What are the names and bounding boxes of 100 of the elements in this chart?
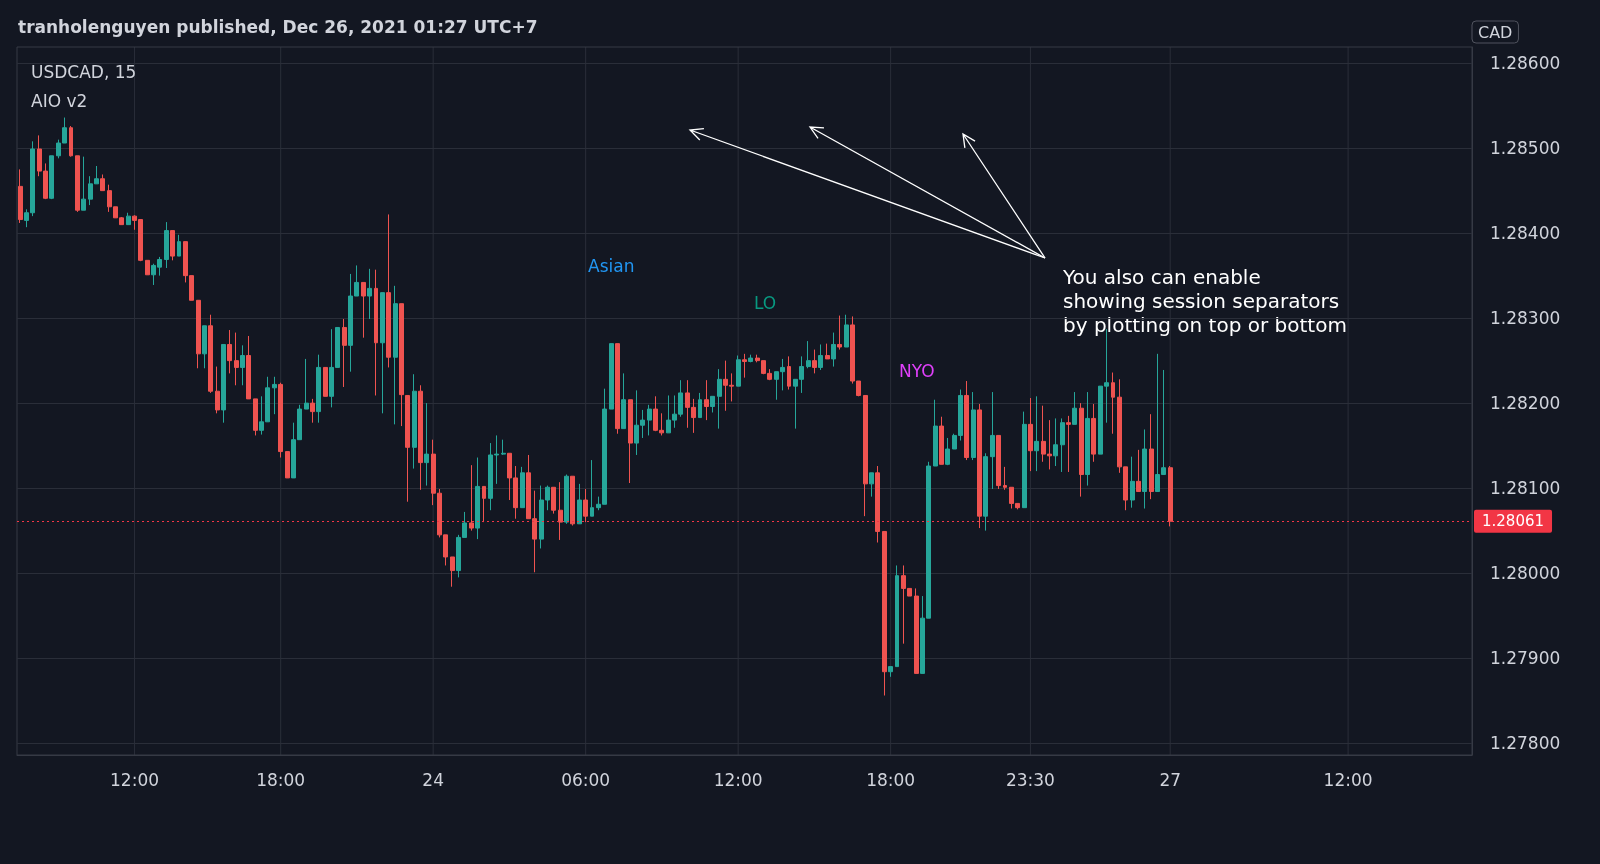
- candlestick: [647, 404, 652, 436]
- candlestick: [18, 168, 23, 224]
- candlestick: [1136, 449, 1141, 493]
- candlestick: [215, 366, 220, 414]
- candlestick: [81, 156, 86, 211]
- candlestick: [977, 403, 982, 529]
- candlestick: [520, 466, 525, 509]
- candlestick: [806, 340, 811, 369]
- candlestick: [450, 556, 455, 588]
- candlestick: [475, 457, 480, 540]
- candlestick: [405, 394, 410, 503]
- candlestick: [558, 481, 563, 541]
- candlestick: [278, 382, 283, 459]
- candlestick: [748, 354, 753, 363]
- candlestick: [717, 368, 722, 430]
- y-tick-label: 1.27800: [1490, 733, 1561, 754]
- candlestick: [145, 259, 150, 276]
- candlestick: [164, 221, 169, 269]
- candlestick: [996, 434, 1001, 490]
- candlestick: [196, 299, 201, 369]
- y-tick-label: 1.28600: [1490, 53, 1561, 74]
- candlestick: [1060, 417, 1065, 473]
- y-tick-label: 1.28000: [1490, 563, 1561, 584]
- candlestick: [424, 402, 429, 487]
- candlestick: [1149, 413, 1154, 500]
- candlestick: [501, 439, 506, 456]
- candlestick: [386, 213, 391, 368]
- candlestick: [1142, 428, 1147, 510]
- candlestick: [742, 353, 747, 379]
- candlestick: [100, 173, 105, 192]
- candlestick: [469, 464, 474, 532]
- candlestick: [1034, 395, 1039, 472]
- candlestick: [49, 155, 54, 200]
- candlestick: [253, 398, 258, 436]
- candlestick: [412, 373, 417, 470]
- candlestick: [208, 314, 213, 394]
- candlestick: [170, 230, 175, 261]
- candlestick: [888, 666, 893, 678]
- candlestick: [704, 379, 709, 421]
- candlestick: [393, 285, 398, 425]
- candlestick: [787, 355, 791, 391]
- candlestick: [177, 234, 181, 257]
- candlestick: [615, 343, 620, 435]
- candlestick: [875, 465, 880, 544]
- candlestick: [837, 315, 842, 351]
- annotation: Asian: [588, 255, 635, 276]
- annotation: You also can enable showing session separators by plotting on top or bottom: [1062, 265, 1347, 337]
- x-tick-label: 24: [422, 769, 444, 790]
- candlestick: [964, 380, 969, 461]
- candlestick: [1085, 391, 1090, 487]
- candlestick: [895, 564, 899, 668]
- ref-line-label: 1.28061: [1482, 512, 1545, 531]
- candlestick: [304, 358, 309, 410]
- candlestick: [590, 459, 594, 517]
- x-tick-label: 27: [1159, 769, 1182, 790]
- x-tick-label: 12:00: [713, 769, 763, 790]
- candlestick: [1003, 466, 1007, 491]
- candlestick: [983, 452, 988, 532]
- text: USDCAD, 15: [31, 61, 137, 82]
- candlestick: [577, 483, 582, 525]
- candlestick: [818, 343, 823, 371]
- candlestick: [564, 474, 569, 525]
- candlestick: [126, 212, 131, 226]
- x-tick-label: 12:00: [1323, 769, 1373, 790]
- candlestick: [418, 384, 423, 491]
- candlestick: [380, 292, 385, 414]
- candlestick: [736, 355, 741, 387]
- candlestick: [831, 332, 836, 368]
- candlestick: [812, 349, 817, 374]
- x-tick-label: 12:00: [110, 769, 160, 790]
- y-tick-label: 1.28200: [1490, 393, 1561, 414]
- candlestick: [316, 354, 321, 424]
- candlestick: [914, 587, 919, 674]
- candlestick: [240, 344, 245, 386]
- candlestick: [482, 485, 486, 523]
- x-tick-label: 06:00: [561, 769, 611, 790]
- candlestick: [551, 486, 556, 515]
- y-tick-label: 1.28100: [1490, 478, 1561, 499]
- candlestick: [1022, 411, 1027, 509]
- candlestick: [825, 343, 830, 360]
- candlestick: [1168, 465, 1173, 527]
- candlestick: [1028, 397, 1033, 472]
- candlestick: [69, 125, 73, 158]
- candlestick: [583, 488, 588, 523]
- candlestick: [1079, 402, 1084, 498]
- y-tick-label: 1.28400: [1490, 223, 1561, 244]
- candlestick: [323, 366, 328, 397]
- candlestick: [990, 391, 995, 490]
- candlestick: [1130, 456, 1135, 509]
- candlestick: [1053, 417, 1058, 467]
- candlestick: [1091, 403, 1096, 463]
- candlestick: [367, 268, 372, 320]
- candlestick: [234, 332, 239, 386]
- candlestick: [361, 281, 366, 339]
- candlestick: [863, 394, 868, 517]
- annotation: LO: [754, 292, 777, 313]
- candlestick: [1072, 391, 1077, 425]
- x-tick-label: 23:30: [1005, 769, 1055, 790]
- candlestick: [285, 451, 290, 479]
- y-tick-label: 1.27900: [1490, 648, 1561, 669]
